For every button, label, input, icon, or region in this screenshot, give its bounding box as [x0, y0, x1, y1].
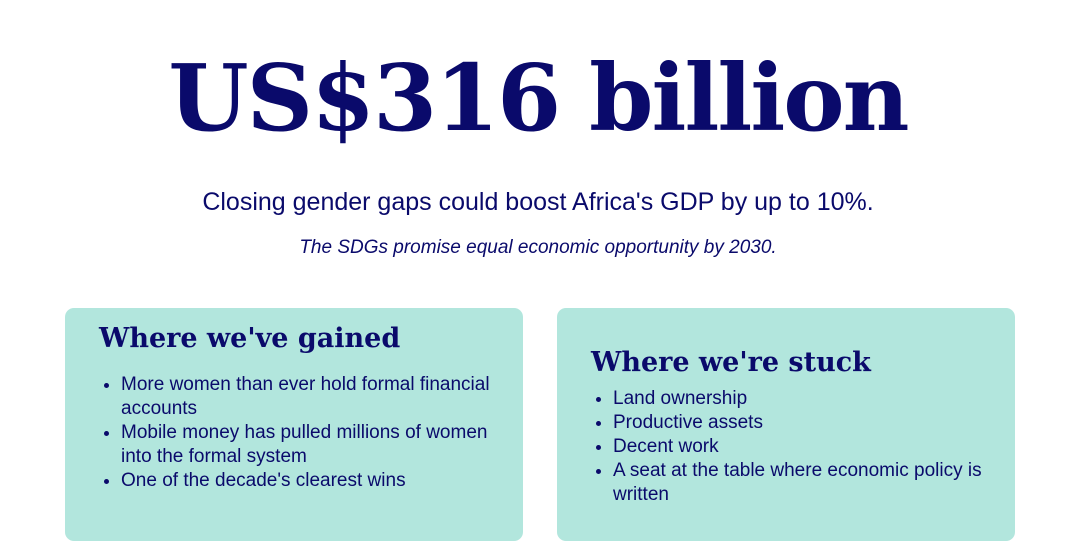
- list-item: One of the decade's clearest wins: [121, 469, 501, 493]
- list-item: Decent work: [613, 435, 993, 459]
- stuck-card: Where we're stuck Land ownership Product…: [557, 308, 1015, 541]
- subheadline: Closing gender gaps could boost Africa's…: [202, 188, 874, 216]
- list-item: Land ownership: [613, 387, 993, 411]
- stuck-card-title: Where we're stuck: [591, 347, 871, 378]
- gains-list: More women than ever hold formal financi…: [65, 373, 501, 493]
- list-item: Productive assets: [613, 411, 993, 435]
- headline-figure: US$316 billion: [168, 44, 909, 152]
- italic-note: The SDGs promise equal economic opportun…: [299, 237, 777, 258]
- list-item: A seat at the table where economic polic…: [613, 459, 993, 507]
- list-item: More women than ever hold formal financi…: [121, 373, 501, 421]
- stuck-list: Land ownership Productive assets Decent …: [557, 387, 993, 507]
- gains-card-title: Where we've gained: [99, 323, 401, 354]
- gains-card: Where we've gained More women than ever …: [65, 308, 523, 541]
- list-item: Mobile money has pulled millions of wome…: [121, 421, 501, 469]
